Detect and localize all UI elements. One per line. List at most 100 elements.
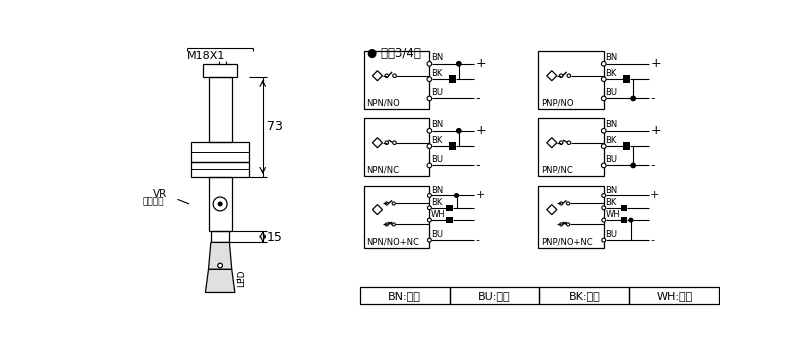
Text: 距离调节: 距离调节 xyxy=(142,197,164,206)
Bar xyxy=(360,287,450,304)
Text: BU: BU xyxy=(431,230,443,239)
Circle shape xyxy=(393,74,396,77)
Circle shape xyxy=(385,141,389,144)
Polygon shape xyxy=(373,138,382,148)
Bar xyxy=(363,51,430,109)
Circle shape xyxy=(386,223,388,226)
Circle shape xyxy=(559,141,563,144)
Circle shape xyxy=(385,74,389,77)
Polygon shape xyxy=(546,138,557,148)
Circle shape xyxy=(559,223,562,226)
Circle shape xyxy=(602,218,606,222)
Text: BK: BK xyxy=(606,136,617,145)
Circle shape xyxy=(602,163,606,168)
Polygon shape xyxy=(546,205,557,215)
Text: BN: BN xyxy=(431,186,443,195)
Circle shape xyxy=(218,202,222,206)
Bar xyxy=(538,51,604,109)
Text: M18X1: M18X1 xyxy=(187,51,225,61)
Text: BN: BN xyxy=(606,53,618,62)
Text: VR: VR xyxy=(153,189,167,199)
Circle shape xyxy=(602,77,606,82)
Text: NPN/NC: NPN/NC xyxy=(366,165,400,175)
Circle shape xyxy=(427,62,432,66)
Text: +: + xyxy=(476,190,486,201)
Circle shape xyxy=(454,194,458,197)
Bar xyxy=(211,231,230,243)
Bar xyxy=(446,217,453,223)
Circle shape xyxy=(427,206,431,210)
Text: BU: BU xyxy=(431,88,443,97)
Text: BK: BK xyxy=(606,69,617,77)
Bar xyxy=(623,75,630,83)
Text: -: - xyxy=(476,235,480,245)
Text: -: - xyxy=(650,92,654,105)
Circle shape xyxy=(427,77,432,82)
Circle shape xyxy=(393,141,396,144)
Text: WH: WH xyxy=(606,210,620,219)
Text: PNP/NO+NC: PNP/NO+NC xyxy=(541,237,593,246)
Polygon shape xyxy=(373,205,382,215)
Circle shape xyxy=(559,74,563,77)
Circle shape xyxy=(567,141,570,144)
Text: PNP/NO: PNP/NO xyxy=(541,99,574,108)
Circle shape xyxy=(566,202,570,205)
Circle shape xyxy=(427,128,432,133)
Circle shape xyxy=(386,202,388,205)
Text: BK: BK xyxy=(606,198,617,207)
Bar xyxy=(630,287,719,304)
Text: 15: 15 xyxy=(266,231,282,244)
Bar xyxy=(363,186,430,248)
Text: +: + xyxy=(476,124,486,137)
Bar xyxy=(209,177,232,231)
Circle shape xyxy=(631,163,635,168)
Text: LED: LED xyxy=(238,270,246,287)
Text: -: - xyxy=(650,159,654,172)
Bar xyxy=(539,287,630,304)
Circle shape xyxy=(457,128,461,133)
Text: WH:白色: WH:白色 xyxy=(656,290,692,301)
Text: NPN/NO+NC: NPN/NO+NC xyxy=(366,237,419,246)
Text: BN: BN xyxy=(606,186,618,195)
Bar xyxy=(449,75,456,83)
Text: BN:棕色: BN:棕色 xyxy=(388,290,421,301)
Text: +: + xyxy=(476,57,486,70)
Text: +: + xyxy=(650,190,660,201)
Text: BK: BK xyxy=(431,136,442,145)
Text: BK: BK xyxy=(431,69,442,77)
Text: BU: BU xyxy=(606,88,618,97)
Text: BK: BK xyxy=(431,198,442,207)
Circle shape xyxy=(427,238,431,242)
Circle shape xyxy=(602,62,606,66)
Text: +: + xyxy=(650,57,661,70)
Circle shape xyxy=(457,62,461,66)
Circle shape xyxy=(567,74,570,77)
Text: -: - xyxy=(476,159,480,172)
Circle shape xyxy=(566,223,570,226)
Bar xyxy=(203,64,237,77)
Text: BN: BN xyxy=(431,53,443,62)
Bar xyxy=(450,287,539,304)
Text: BU:兰色: BU:兰色 xyxy=(478,290,510,301)
Circle shape xyxy=(602,194,606,197)
Circle shape xyxy=(427,144,432,149)
Text: -: - xyxy=(476,92,480,105)
Text: BU: BU xyxy=(431,155,443,164)
Circle shape xyxy=(427,163,432,168)
Bar xyxy=(446,205,453,211)
Text: WH: WH xyxy=(431,210,446,219)
Circle shape xyxy=(602,96,606,101)
Text: BU: BU xyxy=(606,155,618,164)
Circle shape xyxy=(392,223,395,226)
Text: NPN/NO: NPN/NO xyxy=(366,99,400,108)
Text: BN: BN xyxy=(431,120,443,129)
Circle shape xyxy=(602,206,606,210)
Text: PNP/NC: PNP/NC xyxy=(541,165,573,175)
Text: BU: BU xyxy=(606,230,618,239)
Circle shape xyxy=(631,96,635,101)
Circle shape xyxy=(427,194,431,197)
Circle shape xyxy=(427,218,431,222)
Bar xyxy=(191,162,249,177)
Text: +: + xyxy=(650,124,661,137)
Bar xyxy=(538,119,604,176)
